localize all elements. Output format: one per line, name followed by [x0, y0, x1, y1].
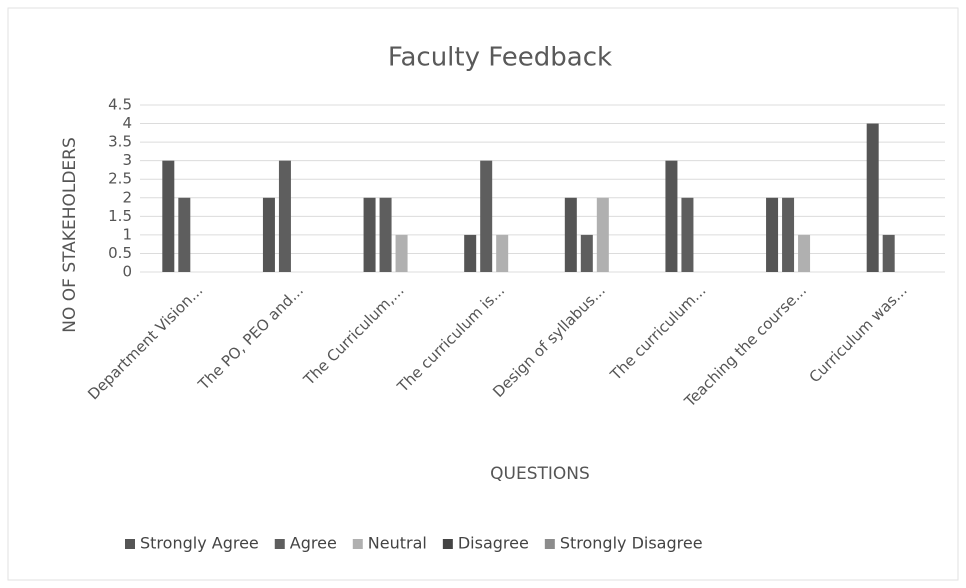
bar [580, 234, 593, 272]
y-tick-label: 4 [122, 114, 132, 132]
bar [496, 234, 509, 272]
bar [278, 160, 291, 272]
y-tick-label: 3.5 [108, 133, 132, 151]
bar [665, 160, 678, 272]
bar [782, 197, 795, 272]
bar [596, 197, 609, 272]
bar [798, 234, 811, 272]
legend-swatch [352, 539, 363, 549]
legend-label: Strongly Agree [140, 534, 259, 553]
y-tick-label: 0 [122, 263, 132, 281]
legend-swatch [442, 539, 453, 549]
y-tick-label: 2 [122, 188, 132, 206]
bar [464, 234, 477, 272]
bar [766, 197, 779, 272]
bar [564, 197, 577, 272]
legend-label: Disagree [458, 534, 529, 553]
legend-swatch [544, 539, 555, 549]
y-tick-label: 1.5 [108, 207, 132, 225]
y-tick-label: 3 [122, 151, 132, 169]
y-tick-label: 2.5 [108, 170, 132, 188]
y-tick-label: 0.5 [108, 244, 132, 262]
bar [162, 160, 175, 272]
bar [178, 197, 191, 272]
legend-label: Strongly Disagree [560, 534, 703, 553]
bar [262, 197, 275, 272]
legend-swatch [274, 539, 285, 549]
chart-title: Faculty Feedback [388, 43, 612, 73]
y-axis-title: NO OF STAKEHOLDERS [60, 137, 80, 333]
y-tick-label: 4.5 [108, 96, 132, 114]
legend-label: Agree [290, 534, 337, 553]
bar [681, 197, 694, 272]
bar [882, 234, 895, 272]
bar [395, 234, 408, 272]
bar [363, 197, 376, 272]
legend-label: Neutral [368, 534, 427, 553]
chart-frame [7, 7, 959, 581]
legend-swatch [125, 539, 135, 549]
bar [480, 160, 493, 272]
y-tick-label: 1 [122, 225, 132, 243]
bar [866, 123, 879, 272]
bar [379, 197, 392, 272]
x-axis-title: QUESTIONS [490, 464, 590, 484]
